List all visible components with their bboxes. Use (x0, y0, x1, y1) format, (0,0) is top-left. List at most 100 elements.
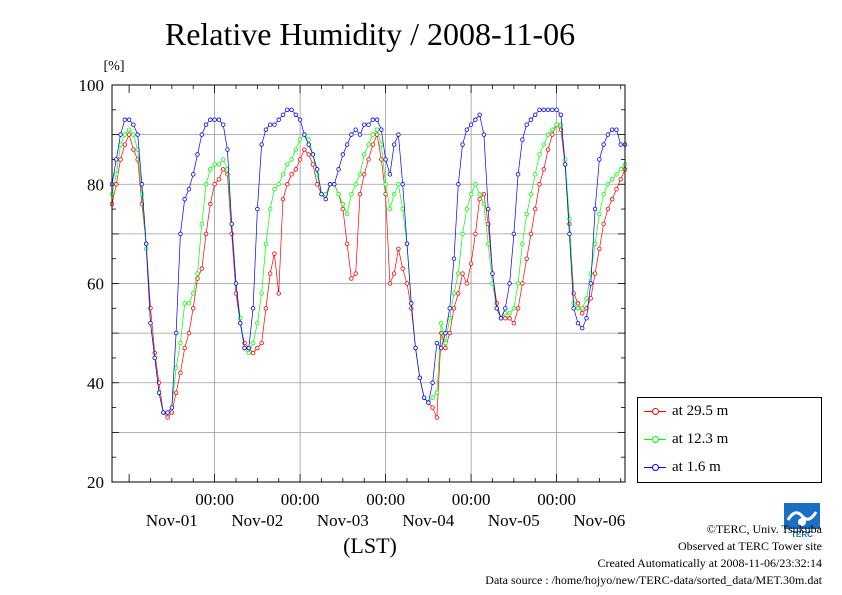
data-point (537, 152, 542, 157)
data-point (601, 142, 606, 147)
data-point (357, 191, 363, 197)
data-point (490, 271, 495, 276)
data-point (383, 157, 388, 162)
data-point (473, 117, 478, 122)
data-point (114, 182, 119, 187)
data-point (203, 231, 209, 237)
data-point (126, 132, 132, 137)
data-point (528, 117, 534, 122)
data-point (212, 162, 217, 167)
data-point (575, 301, 581, 306)
series-1 (109, 122, 628, 415)
legend-label: at 29.5 m (672, 402, 729, 419)
data-point (571, 306, 576, 311)
legend-label: at 12.3 m (672, 430, 729, 447)
data-point (592, 241, 598, 246)
data-point (212, 117, 217, 122)
data-point (580, 325, 585, 331)
series-2 (109, 107, 628, 415)
data-point (250, 306, 256, 311)
data-point (528, 231, 534, 237)
data-point (396, 246, 401, 251)
data-point (605, 206, 611, 212)
data-point (267, 271, 273, 276)
data-point (451, 256, 457, 261)
data-point (464, 127, 470, 132)
data-point (208, 167, 213, 172)
data-point (391, 191, 397, 197)
data-point (545, 147, 551, 152)
legend-item-1-6m: at 1.6 m (644, 457, 721, 477)
data-point (391, 142, 397, 147)
x-tick-time-label: 00:00 (366, 490, 405, 509)
data-point (302, 132, 307, 137)
data-point (280, 196, 286, 202)
data-point (550, 107, 555, 113)
data-point (135, 132, 140, 137)
data-point (114, 172, 119, 177)
data-point (238, 321, 243, 326)
data-point (400, 266, 405, 271)
series-layer (109, 107, 628, 420)
data-point (362, 152, 367, 157)
data-point (379, 127, 384, 132)
data-point (272, 187, 277, 192)
data-point (280, 112, 286, 117)
data-point (554, 122, 559, 127)
data-point (259, 142, 264, 147)
data-point (456, 291, 461, 296)
data-point (609, 127, 615, 132)
data-point (118, 132, 123, 137)
data-point (336, 167, 341, 172)
data-point (357, 172, 363, 177)
data-point (434, 340, 440, 346)
x-tick-date-label: Nov-03 (317, 511, 369, 530)
data-point (148, 306, 153, 311)
data-point (400, 206, 405, 212)
data-point (191, 172, 196, 177)
data-point (473, 182, 478, 187)
data-point (507, 316, 512, 321)
data-point (575, 306, 581, 311)
data-point (387, 172, 393, 177)
data-point (323, 196, 328, 202)
data-point (460, 271, 465, 276)
legend-marker-green (644, 434, 666, 444)
data-point (481, 201, 487, 207)
data-point (524, 122, 529, 127)
chart-title: Relative Humidity / 2008-11-06 (165, 16, 575, 52)
data-point (178, 340, 183, 346)
data-point (344, 241, 350, 246)
data-point (131, 122, 136, 127)
data-point (143, 241, 149, 246)
data-point (169, 405, 175, 410)
data-point (263, 306, 269, 311)
data-point (263, 127, 269, 132)
data-point (396, 182, 401, 187)
data-point (400, 182, 405, 187)
data-point (336, 191, 341, 197)
data-point (220, 157, 226, 162)
data-point (464, 206, 470, 212)
data-point (349, 191, 354, 197)
data-point (460, 231, 465, 237)
data-point (199, 221, 204, 227)
data-point (545, 107, 551, 113)
data-point (468, 191, 474, 197)
x-tick-date-label: Nov-02 (231, 511, 283, 530)
data-point (387, 206, 393, 212)
data-point (297, 117, 303, 122)
data-point (293, 112, 299, 117)
data-point (306, 152, 311, 157)
x-tick-time-label: 00:00 (452, 490, 491, 509)
y-tick-label: 60 (87, 275, 104, 294)
data-point (263, 241, 269, 246)
data-point (575, 321, 581, 326)
data-point (597, 211, 602, 217)
data-point (528, 191, 534, 197)
data-point (507, 281, 512, 286)
x-axis-label: (LST) (343, 533, 397, 558)
data-point (366, 142, 371, 147)
data-point (597, 246, 602, 251)
data-point (409, 306, 414, 311)
